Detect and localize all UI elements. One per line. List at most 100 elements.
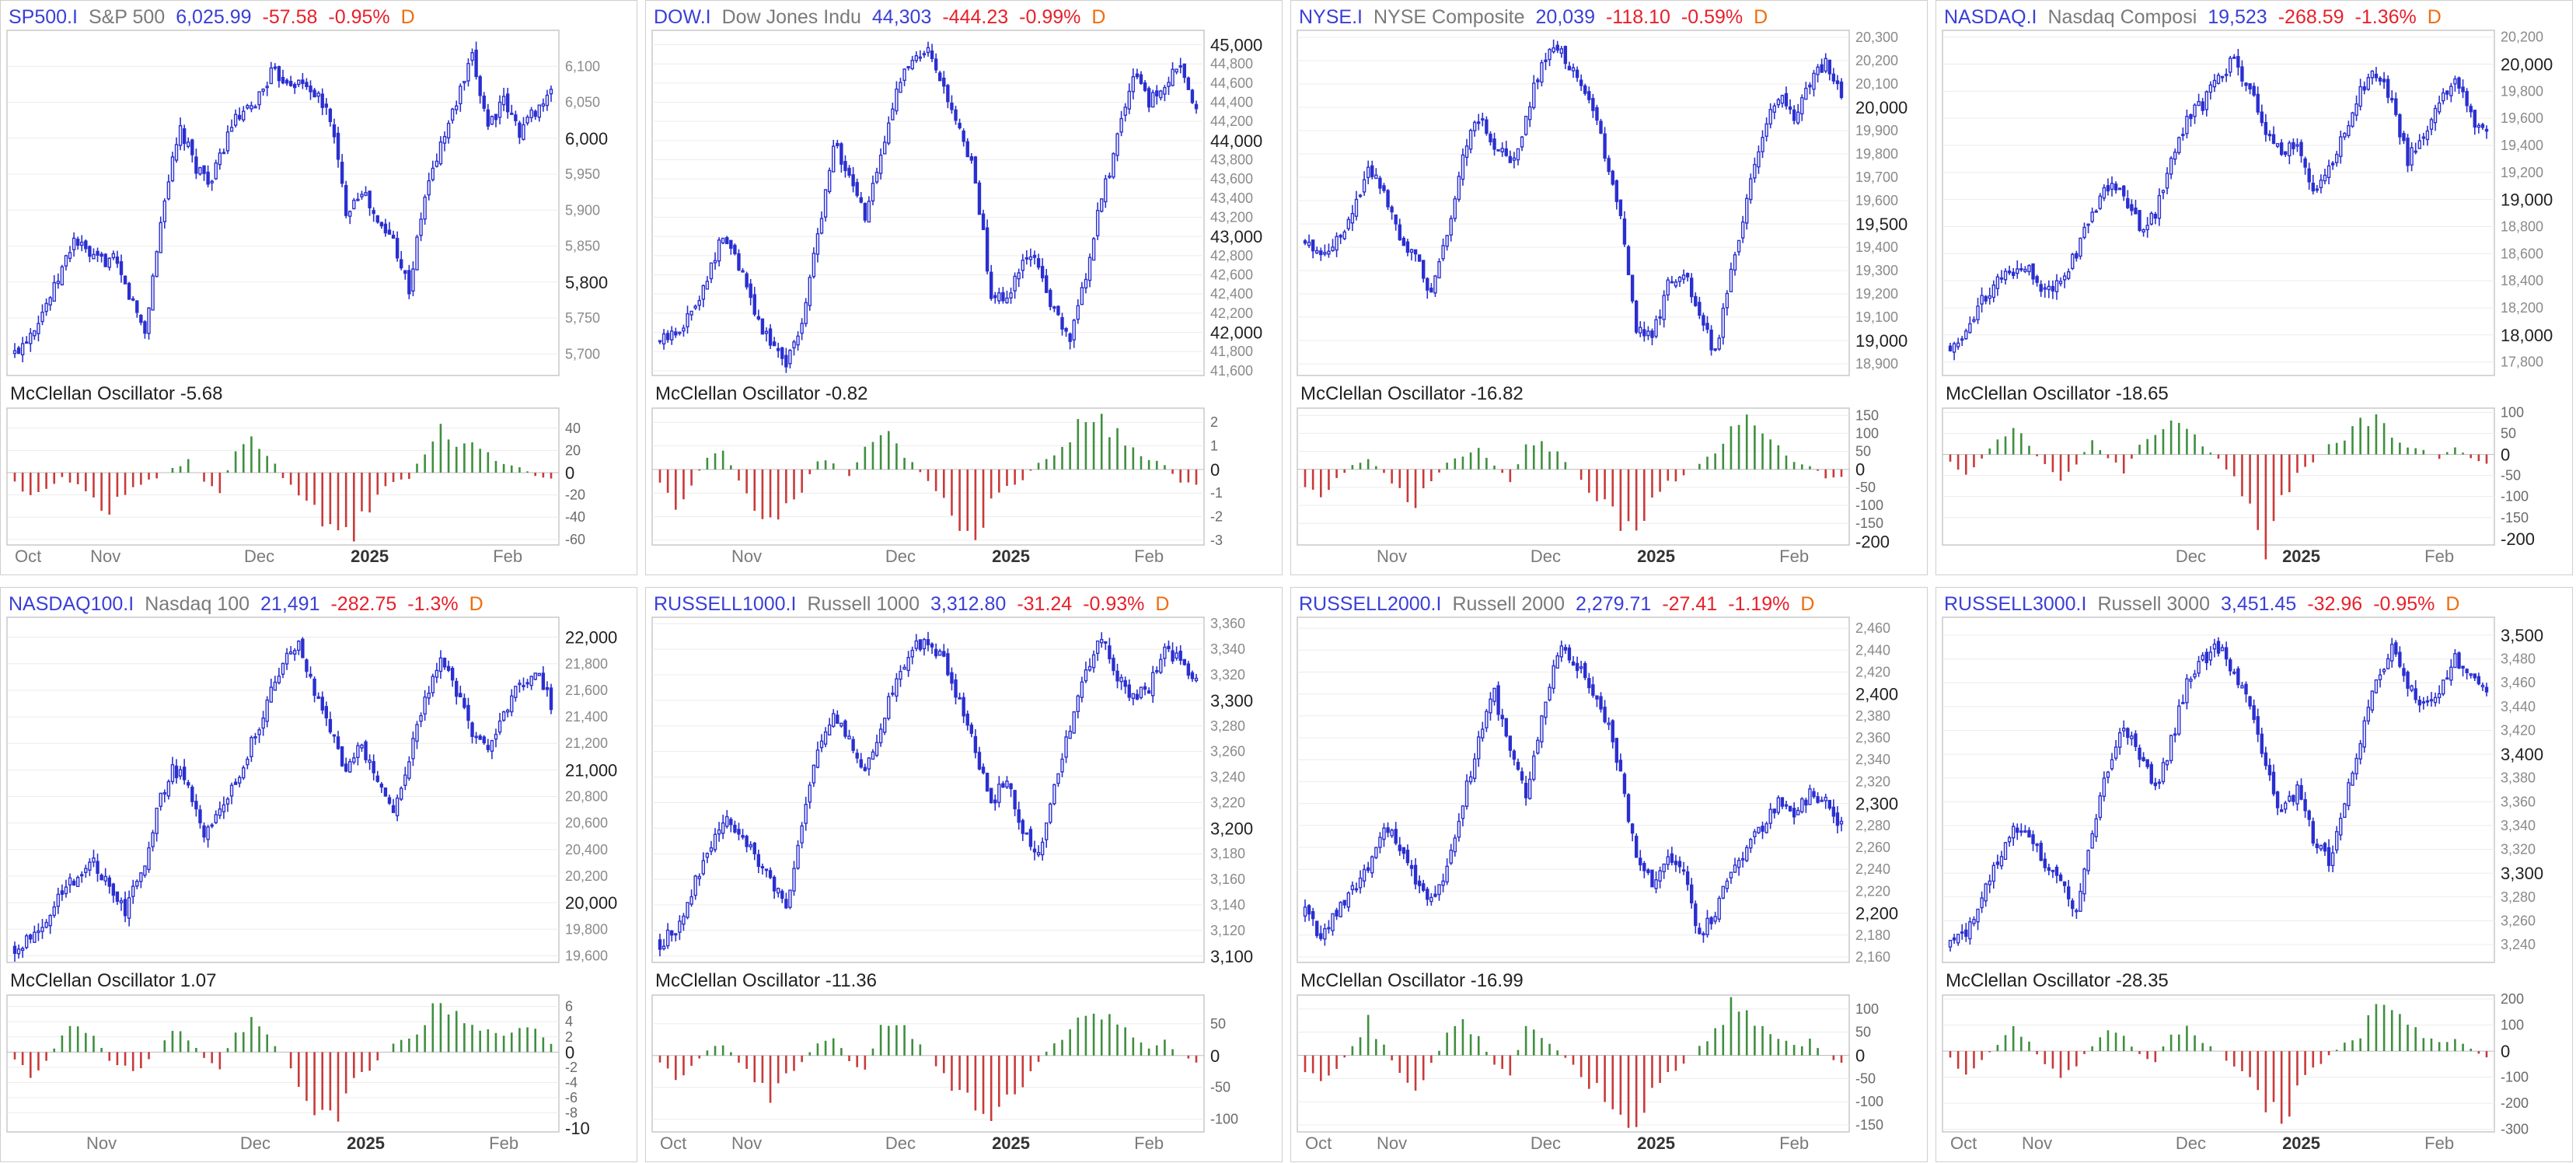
- candle: [210, 180, 214, 183]
- candle: [1587, 678, 1591, 689]
- candle: [139, 314, 143, 323]
- price-plot-area: [1942, 616, 2495, 963]
- candle: [1453, 837, 1457, 853]
- candle: [1194, 677, 1199, 682]
- candle: [1972, 319, 1976, 322]
- candle: [2386, 79, 2390, 98]
- osc-tick-label: -4: [565, 1074, 578, 1090]
- candle: [2402, 668, 2406, 676]
- symbol-label[interactable]: RUSSELL1000.I: [654, 593, 797, 615]
- percent-change: -0.59%: [1681, 6, 1744, 28]
- oscillator-plot-area: [1942, 994, 2495, 1133]
- candle: [705, 281, 710, 290]
- candle: [312, 89, 316, 98]
- candle: [1999, 856, 2004, 867]
- period-label[interactable]: D: [1754, 6, 1768, 28]
- symbol-label[interactable]: NASDAQ100.I: [9, 593, 134, 615]
- candle: [1587, 91, 1591, 100]
- candle: [415, 724, 419, 742]
- candle: [2054, 866, 2059, 876]
- candle: [1190, 672, 1195, 679]
- osc-tick-label: -100: [1855, 1094, 1883, 1109]
- symbol-label[interactable]: NASDAQ.I: [1944, 6, 2037, 28]
- candle: [855, 182, 859, 196]
- candle: [2177, 705, 2181, 735]
- chart-panel[interactable]: RUSSELL1000.I Russell 1000 3,312.80 -31.24-…: [645, 587, 1283, 1162]
- candle: [1426, 889, 1429, 900]
- candle: [756, 854, 761, 868]
- chart-panel[interactable]: NASDAQ.I Nasdaq Composi 19,523 -268.59 -1.36…: [1935, 0, 2573, 575]
- period-label[interactable]: D: [400, 6, 415, 28]
- candle: [2370, 70, 2375, 79]
- candle: [1021, 260, 1024, 271]
- period-label[interactable]: D: [1155, 593, 1170, 615]
- chart-panel[interactable]: NYSE.I NYSE Composite 20,039 -118.10 -0.59% D…: [1290, 0, 1928, 575]
- candle: [1804, 87, 1808, 100]
- candle: [768, 328, 773, 346]
- candle: [2232, 56, 2236, 59]
- candle: [1816, 796, 1820, 803]
- y-tick-label: 19,100: [1855, 309, 1898, 325]
- osc-tick-label: 0: [1855, 460, 1865, 480]
- candle: [269, 686, 273, 703]
- chart-panel[interactable]: NASDAQ100.I Nasdaq 100 21,491 -282.75 -1.3% D…: [0, 587, 637, 1162]
- period-label[interactable]: D: [469, 593, 483, 615]
- x-tick-label: Nov: [1377, 1133, 1407, 1153]
- candle: [1729, 871, 1733, 878]
- candle: [1489, 133, 1492, 143]
- candle: [2244, 82, 2248, 86]
- candle: [1040, 841, 1045, 856]
- symbol-label[interactable]: RUSSELL2000.I: [1299, 593, 1442, 615]
- candle: [2330, 162, 2335, 166]
- candle: [1690, 884, 1694, 904]
- candle: [1618, 760, 1623, 772]
- candle: [2197, 661, 2201, 674]
- candle: [395, 797, 400, 816]
- candle: [1772, 105, 1776, 113]
- candle: [1614, 738, 1619, 763]
- candle: [1512, 750, 1517, 760]
- period-label[interactable]: D: [2427, 6, 2442, 28]
- y-tick-label: 19,300: [1855, 263, 1898, 278]
- candle: [713, 260, 717, 264]
- candle: [60, 890, 65, 895]
- osc-tick-label: -200: [1855, 532, 1890, 551]
- candle: [1690, 278, 1694, 298]
- candle: [2224, 73, 2229, 76]
- candle: [131, 885, 135, 897]
- chart-panel[interactable]: RUSSELL3000.I Russell 3000 3,451.45 -32.96-…: [1935, 587, 2573, 1162]
- candle: [2374, 679, 2379, 693]
- period-label[interactable]: D: [1800, 593, 1815, 615]
- symbol-label[interactable]: NYSE.I: [1299, 6, 1363, 28]
- candle: [2374, 73, 2379, 79]
- x-tick-label: 2025: [2282, 547, 2320, 566]
- candle: [800, 323, 804, 334]
- candle: [533, 672, 537, 680]
- oscillator-title: McClellan Oscillator 1.07: [10, 970, 216, 991]
- period-label[interactable]: D: [1091, 6, 1106, 28]
- chart-panel[interactable]: DOW.I Dow Jones Indu 44,303 -444.23 -0.99% D 4…: [645, 0, 1283, 575]
- candle: [1139, 74, 1143, 85]
- candle: [1386, 190, 1390, 208]
- chart-panel[interactable]: SP500.I S&P 500 6,025.99 -57.58 -0.95% D 6,000…: [0, 0, 637, 575]
- period-label[interactable]: D: [2445, 593, 2460, 615]
- candle: [2173, 151, 2177, 160]
- symbol-label[interactable]: RUSSELL3000.I: [1944, 593, 2087, 615]
- y-tick-label: 43,200: [1210, 210, 1253, 225]
- y-tick-label: 3,320: [1210, 667, 1245, 683]
- candle: [2449, 666, 2453, 681]
- candle: [324, 103, 329, 108]
- symbol-label[interactable]: SP500.I: [9, 6, 78, 28]
- candle: [269, 67, 273, 85]
- candle: [2003, 271, 2008, 281]
- candle: [2149, 212, 2153, 225]
- candle: [250, 737, 253, 758]
- x-tick-label: Oct: [1950, 1133, 1977, 1153]
- candle: [1784, 804, 1789, 807]
- chart-header: RUSSELL3000.I Russell 3000 3,451.45 -32.96-…: [1944, 592, 2470, 616]
- chart-panel[interactable]: RUSSELL2000.I Russell 2000 2,279.71 -27.41-…: [1290, 587, 1928, 1162]
- candle: [2016, 827, 2019, 833]
- y-tick-label: 18,400: [2501, 273, 2543, 288]
- symbol-label[interactable]: DOW.I: [654, 6, 711, 28]
- candle: [107, 257, 111, 268]
